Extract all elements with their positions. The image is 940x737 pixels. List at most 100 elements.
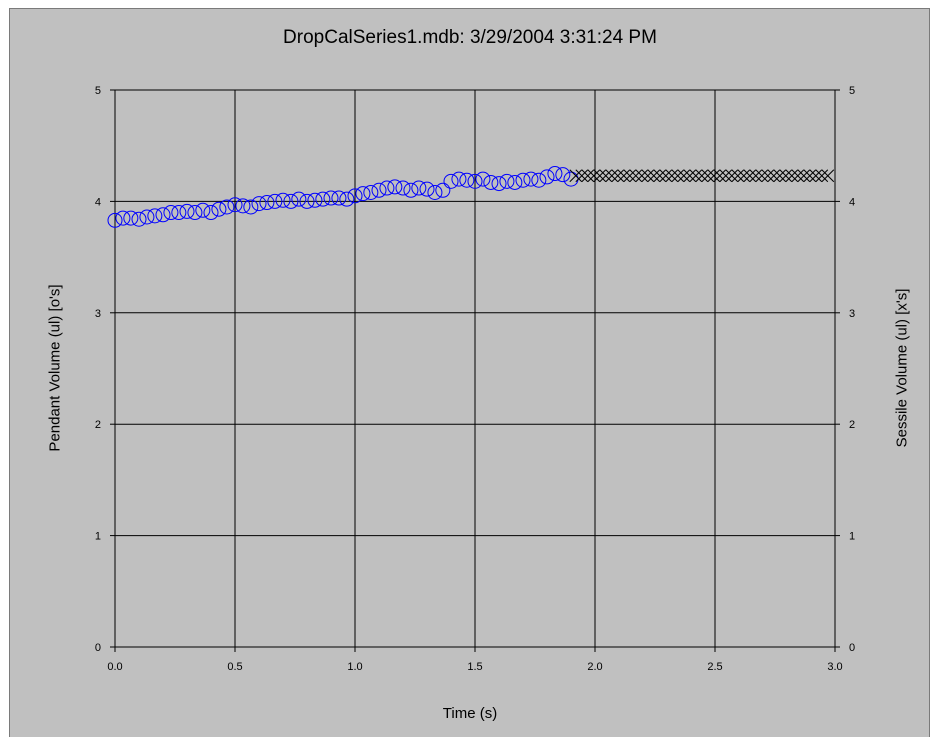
- x-marker-stroke: [785, 169, 799, 183]
- x-marker-stroke: [665, 169, 679, 183]
- pendant-volume-point: [387, 179, 403, 195]
- x-marker-stroke: [815, 169, 829, 183]
- x-marker-stroke: [689, 169, 703, 183]
- x-marker-stroke: [587, 169, 601, 183]
- sessile-volume-point: [725, 169, 739, 183]
- pendant-volume-point: [115, 210, 131, 226]
- pendant-volume-point: [523, 171, 539, 187]
- pendant-volume-point: [363, 184, 379, 200]
- y-tick-label-left: 1: [95, 531, 101, 543]
- pendant-volume-point: [459, 172, 475, 188]
- pendant-volume-point: [339, 191, 355, 207]
- y-tick-label-right: 2: [849, 419, 855, 431]
- pendant-volume-point: [395, 180, 411, 196]
- y-tick-label-right: 1: [849, 531, 855, 543]
- y-tick-label-left: 3: [95, 308, 101, 320]
- sessile-volume-point: [677, 169, 691, 183]
- x-marker-stroke: [617, 169, 631, 183]
- pendant-volume-point: [219, 199, 235, 215]
- sessile-volume-point: [617, 169, 631, 183]
- pendant-volume-point: [515, 172, 531, 188]
- pendant-volume-point: [275, 192, 291, 208]
- sessile-volume-point: [731, 169, 745, 183]
- chart-title: DropCalSeries1.mdb: 3/29/2004 3:31:24 PM: [283, 27, 657, 48]
- sessile-volume-point: [641, 169, 655, 183]
- x-marker-stroke: [773, 169, 787, 183]
- y-tick-label-right: 0: [849, 642, 855, 654]
- pendant-volume-point: [507, 174, 523, 190]
- x-tick-label: 2.0: [587, 661, 602, 673]
- x-marker-stroke: [677, 169, 691, 183]
- pendant-volume-point: [427, 184, 443, 200]
- pendant-volume-point: [475, 171, 491, 187]
- x-marker-stroke: [635, 169, 649, 183]
- y-tick-label-right: 5: [849, 85, 855, 97]
- sessile-volume-point: [635, 169, 649, 183]
- sessile-volume-point: [785, 169, 799, 183]
- x-marker-stroke: [569, 169, 583, 183]
- x-marker-stroke: [581, 169, 595, 183]
- pendant-volume-point: [547, 166, 563, 182]
- x-marker-stroke: [809, 169, 823, 183]
- pendant-volume-point: [419, 181, 435, 197]
- sessile-volume-point: [599, 169, 613, 183]
- x-marker-stroke: [701, 169, 715, 183]
- x-tick-label: 0.5: [227, 661, 242, 673]
- sessile-volume-point: [689, 169, 703, 183]
- sessile-volume-point: [773, 169, 787, 183]
- y-tick-label-left: 4: [95, 196, 101, 208]
- pendant-volume-point: [379, 180, 395, 196]
- x-marker-stroke: [707, 169, 721, 183]
- pendant-volume-point: [171, 205, 187, 221]
- sessile-volume-point: [767, 169, 781, 183]
- pendant-volume-point: [483, 174, 499, 190]
- x-marker-stroke: [671, 169, 685, 183]
- sessile-volume-point: [701, 169, 715, 183]
- sessile-volume-point: [815, 169, 829, 183]
- pendant-volume-point: [563, 171, 579, 187]
- x-marker-stroke: [725, 169, 739, 183]
- sessile-volume-point: [737, 169, 751, 183]
- x-marker-stroke: [821, 169, 835, 183]
- pendant-volume-point: [147, 208, 163, 224]
- sessile-volume-point: [659, 169, 673, 183]
- x-marker-stroke: [731, 169, 745, 183]
- x-marker-stroke: [605, 169, 619, 183]
- sessile-volume-point: [665, 169, 679, 183]
- sessile-volume-point: [713, 169, 727, 183]
- pendant-volume-point: [371, 182, 387, 198]
- sessile-volume-point: [683, 169, 697, 183]
- sessile-volume-point: [575, 169, 589, 183]
- x-marker-stroke: [803, 169, 817, 183]
- pendant-volume-point: [155, 207, 171, 223]
- sessile-volume-point: [695, 169, 709, 183]
- sessile-volume-point: [749, 169, 763, 183]
- pendant-volume-point: [499, 173, 515, 189]
- sessile-volume-point: [791, 169, 805, 183]
- x-marker-stroke: [719, 169, 733, 183]
- x-marker-stroke: [659, 169, 673, 183]
- pendant-volume-point: [195, 202, 211, 218]
- sessile-volume-point: [803, 169, 817, 183]
- sessile-volume-point: [623, 169, 637, 183]
- pendant-volume-point: [259, 195, 275, 211]
- x-tick-label: 1.0: [347, 661, 362, 673]
- pendant-volume-point: [251, 196, 267, 212]
- pendant-volume-point: [139, 209, 155, 225]
- y-tick-label-right: 4: [849, 196, 855, 208]
- pendant-volume-point: [179, 203, 195, 219]
- pendant-volume-point: [243, 199, 259, 215]
- x-marker-stroke: [611, 169, 625, 183]
- x-marker-stroke: [713, 169, 727, 183]
- y-tick-label-right: 3: [849, 308, 855, 320]
- y-tick-label-left: 2: [95, 419, 101, 431]
- pendant-volume-point: [539, 169, 555, 185]
- pendant-volume-point: [107, 212, 123, 228]
- y-tick-label-left: 0: [95, 642, 101, 654]
- x-marker-stroke: [737, 169, 751, 183]
- pendant-volume-point: [235, 198, 251, 214]
- sessile-volume-point: [743, 169, 757, 183]
- sessile-volume-point: [587, 169, 601, 183]
- x-marker-stroke: [623, 169, 637, 183]
